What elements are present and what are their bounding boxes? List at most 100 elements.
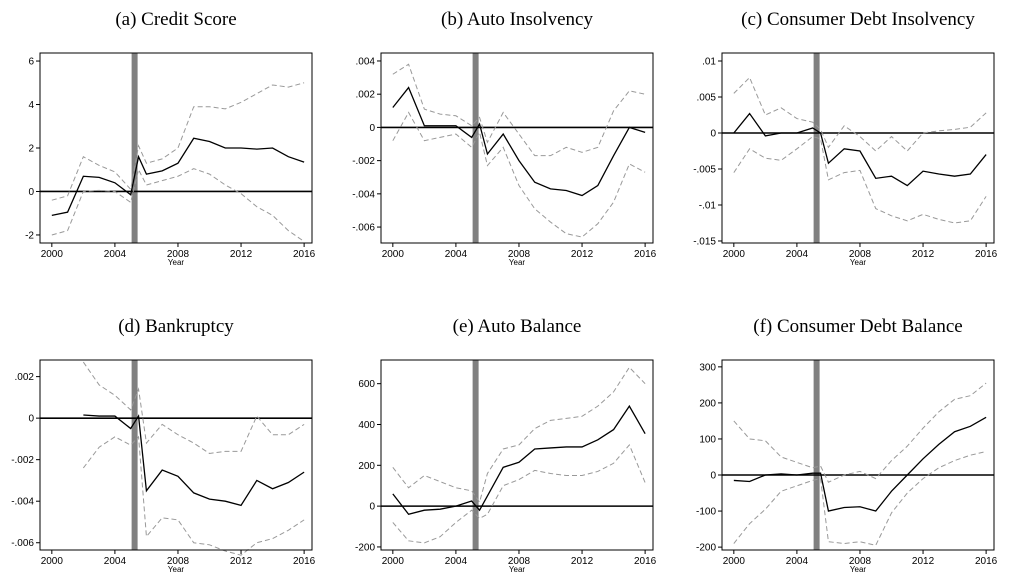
estimate-line [733, 416, 987, 512]
y-tick-label: 2 [28, 144, 34, 155]
y-tick-label: .01 [702, 56, 716, 67]
event-band [813, 360, 820, 550]
y-tick-label: -.015 [693, 236, 716, 247]
confidence-bound [392, 443, 646, 544]
y-tick-label: 300 [699, 362, 716, 373]
y-tick-label: 0 [369, 123, 375, 134]
x-tick-label: 2004 [445, 556, 468, 567]
y-tick-label: 4 [28, 100, 34, 111]
y-tick-label: 0 [28, 187, 34, 198]
confidence-bound [733, 76, 987, 152]
confidence-bound [733, 451, 987, 546]
y-tick-label: 0 [710, 471, 716, 482]
y-tick-label: 6 [28, 57, 34, 68]
y-tick-label: 0 [369, 502, 375, 513]
x-tick-label: 2016 [975, 249, 998, 260]
x-axis-title: Year [509, 258, 526, 267]
y-tick-label: -200 [355, 542, 375, 553]
estimate-line [392, 86, 646, 197]
x-tick-label: 2016 [293, 556, 316, 567]
panel-title: (c) Consumer Debt Insolvency [741, 9, 975, 30]
x-tick-label: 2012 [912, 556, 935, 567]
y-tick-label: -.01 [699, 200, 717, 211]
event-band [472, 53, 479, 243]
plot-frame [39, 359, 313, 551]
x-tick-label: 2012 [571, 249, 594, 260]
x-tick-label: 2012 [912, 249, 935, 260]
y-tick-label: .005 [697, 92, 717, 103]
y-tick-label: 400 [358, 420, 375, 431]
y-tick-label: -100 [696, 507, 716, 518]
y-tick-label: -.005 [693, 164, 716, 175]
estimate-line [733, 112, 987, 187]
y-tick-label: 600 [358, 379, 375, 390]
x-axis-title: Year [168, 258, 185, 267]
y-tick-label: -.004 [352, 189, 375, 200]
panel-title: (d) Bankruptcy [118, 316, 234, 337]
x-tick-label: 2000 [382, 556, 405, 567]
confidence-bound [392, 111, 646, 238]
x-tick-label: 2012 [230, 249, 253, 260]
confidence-bound [733, 382, 987, 483]
y-tick-label: 100 [699, 434, 716, 445]
confidence-bound [392, 366, 646, 504]
y-tick-label: 0 [710, 128, 716, 139]
estimate-line [51, 137, 305, 217]
event-band [813, 53, 820, 243]
y-tick-label: -.006 [11, 538, 34, 549]
x-tick-label: 2000 [723, 249, 746, 260]
x-tick-label: 2012 [230, 556, 253, 567]
y-tick-label: 200 [699, 398, 716, 409]
x-tick-label: 2000 [723, 556, 746, 567]
plot-frame [380, 359, 654, 551]
x-tick-label: 2008 [167, 249, 190, 260]
y-tick-label: .004 [356, 56, 376, 67]
panel-title: (e) Auto Balance [453, 316, 582, 337]
y-tick-label: -.006 [352, 223, 375, 234]
x-tick-label: 2008 [849, 249, 872, 260]
x-tick-label: 2004 [786, 249, 809, 260]
y-tick-label: 200 [358, 461, 375, 472]
x-tick-label: 2004 [786, 556, 809, 567]
y-tick-label: .002 [15, 372, 35, 383]
x-tick-label: 2008 [167, 556, 190, 567]
confidence-bound [82, 435, 305, 556]
x-tick-label: 2000 [41, 556, 64, 567]
x-tick-label: 2004 [104, 556, 127, 567]
estimate-line [392, 404, 646, 516]
x-tick-label: 2008 [508, 556, 531, 567]
plot-frame [39, 52, 313, 244]
x-tick-label: 2008 [508, 249, 531, 260]
confidence-bound [82, 361, 305, 454]
event-band [131, 360, 138, 550]
x-tick-label: 2016 [975, 556, 998, 567]
plot-frame [721, 52, 995, 244]
y-tick-label: -2 [25, 230, 34, 241]
x-tick-label: 2004 [445, 249, 468, 260]
panel-title: (a) Credit Score [115, 9, 236, 30]
confidence-bound [51, 82, 305, 201]
x-tick-label: 2000 [382, 249, 405, 260]
x-axis-title: Year [509, 565, 526, 574]
x-tick-label: 2000 [41, 249, 64, 260]
y-tick-label: -200 [696, 543, 716, 554]
y-tick-label: -.002 [11, 455, 34, 466]
y-tick-label: .002 [356, 90, 376, 101]
y-tick-label: -.002 [352, 156, 375, 167]
x-axis-title: Year [850, 258, 867, 267]
x-tick-label: 2016 [634, 249, 657, 260]
x-axis-title: Year [168, 565, 185, 574]
x-tick-label: 2012 [571, 556, 594, 567]
event-band [131, 53, 138, 243]
event-band [472, 360, 479, 550]
x-axis-title: Year [850, 565, 867, 574]
confidence-bound [51, 168, 305, 242]
x-tick-label: 2008 [849, 556, 872, 567]
plot-frame [380, 52, 654, 244]
estimate-line [83, 414, 305, 507]
confidence-bound [392, 63, 646, 157]
x-tick-label: 2016 [293, 249, 316, 260]
y-tick-label: 0 [28, 414, 34, 425]
panel-title: (b) Auto Insolvency [441, 9, 593, 30]
